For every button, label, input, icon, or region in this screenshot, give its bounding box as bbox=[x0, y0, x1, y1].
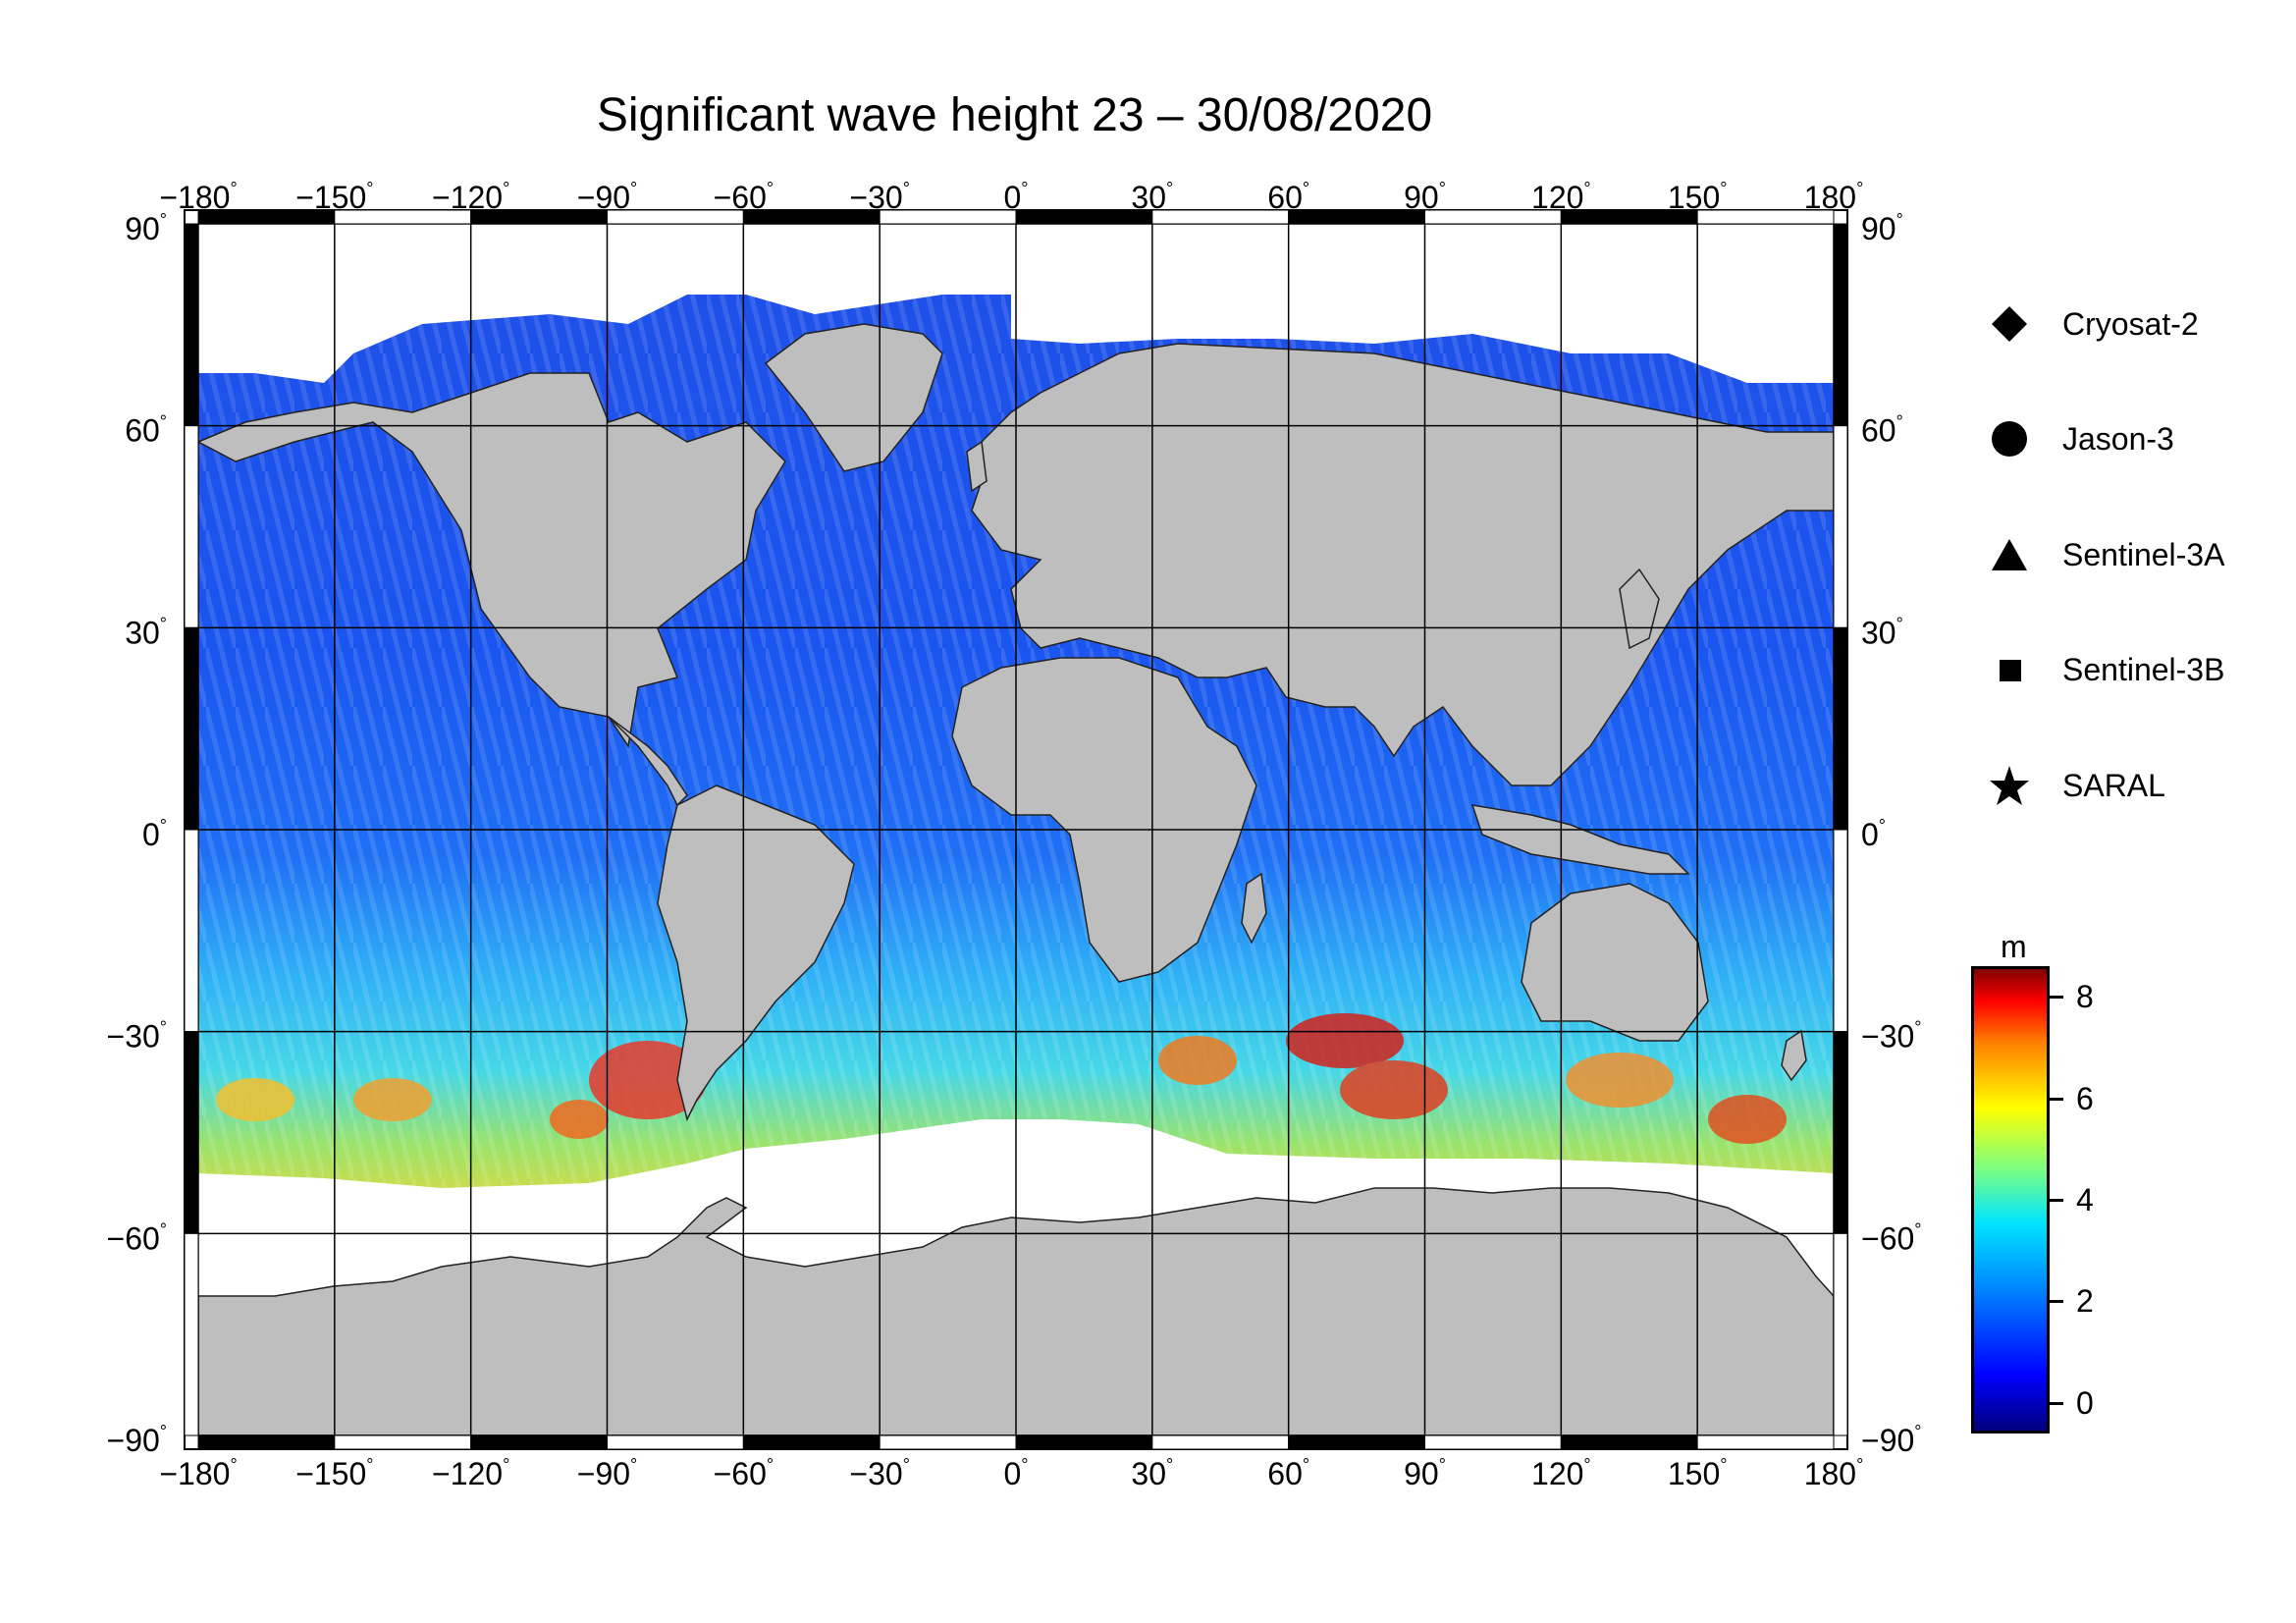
frame-segment bbox=[1696, 1434, 1835, 1450]
colorbar-tick-mark bbox=[2050, 996, 2063, 1000]
latitude-tick-label: 0° bbox=[142, 816, 167, 852]
longitude-tick-label: 0° bbox=[1004, 1455, 1029, 1491]
longitude-tick-label: 150° bbox=[1668, 179, 1728, 215]
longitude-tick-label: 30° bbox=[1131, 1455, 1173, 1491]
latitude-tick-label: −60° bbox=[1861, 1219, 1921, 1256]
longitude-tick-label: −120° bbox=[432, 179, 509, 215]
latitude-tick-label: −30° bbox=[107, 1018, 167, 1055]
longitude-tick-label: −90° bbox=[577, 1455, 637, 1491]
latitude-tick-label: 60° bbox=[1861, 412, 1903, 449]
frame-segment bbox=[1696, 209, 1835, 225]
frame-segment bbox=[1424, 1434, 1562, 1450]
triangle-icon bbox=[1988, 533, 2031, 576]
colorbar-tick-mark bbox=[2050, 1300, 2063, 1304]
colorbar-unit: m bbox=[2001, 929, 2027, 964]
frame-segment bbox=[197, 1434, 336, 1450]
longitude-labels-top: −180° −150° −120° −90° −60° −30° 0° 30° 60° 90° 12… bbox=[159, 179, 1863, 215]
legend-item-sentinel-3b: Sentinel-3B bbox=[1988, 640, 2224, 699]
colorbar-tick-label: 0 bbox=[2076, 1384, 2094, 1421]
frame-segment bbox=[184, 425, 199, 628]
frame-segment bbox=[1560, 1434, 1698, 1450]
latitude-tick-label: −90° bbox=[1861, 1422, 1921, 1458]
latitude-tick-label: 30° bbox=[1861, 614, 1903, 650]
colorbar-tick-label: 2 bbox=[2076, 1283, 2094, 1320]
longitude-tick-label: −90° bbox=[577, 179, 637, 215]
longitude-tick-label: 150° bbox=[1668, 1455, 1728, 1491]
latitude-tick-label: −30° bbox=[1861, 1018, 1921, 1055]
colorbar-tick-label: 4 bbox=[2076, 1182, 2094, 1217]
frame-segment bbox=[470, 1434, 608, 1450]
legend-label: Sentinel-3B bbox=[2062, 651, 2225, 687]
frame-segment bbox=[1833, 829, 1848, 1033]
frame-segment bbox=[184, 1031, 199, 1234]
longitude-tick-label: −150° bbox=[295, 1455, 373, 1491]
legend-item-saral: SARAL bbox=[1988, 756, 2165, 815]
square-icon bbox=[1988, 648, 2031, 691]
longitude-tick-label: −60° bbox=[714, 1455, 774, 1491]
longitude-tick-label: 120° bbox=[1531, 1455, 1591, 1491]
frame-segment bbox=[1833, 1031, 1848, 1234]
longitude-tick-label: 180° bbox=[1804, 1455, 1864, 1491]
frame-segment bbox=[184, 1232, 199, 1436]
latitude-labels-left: 90° 60° 30° 0° −30° −60° −90° bbox=[107, 210, 167, 1458]
frame-segment bbox=[1833, 425, 1848, 628]
latitude-tick-label: 90° bbox=[125, 210, 167, 246]
colorbar-tick-label: 6 bbox=[2076, 1080, 2094, 1116]
map-title: Significant wave height 23 – 30/08/2020 bbox=[596, 89, 1433, 141]
frame-segment bbox=[1288, 1434, 1425, 1450]
map-frame bbox=[184, 209, 1848, 1450]
legend-label: Cryosat-2 bbox=[2062, 305, 2199, 342]
longitude-tick-label: 60° bbox=[1267, 1455, 1309, 1491]
longitude-tick-label: −180° bbox=[159, 179, 237, 215]
diamond-icon bbox=[1988, 302, 2031, 346]
latitude-tick-label: 30° bbox=[125, 614, 167, 650]
longitude-tick-label: 90° bbox=[1404, 1455, 1446, 1491]
colorbar-tick-mark bbox=[2050, 1199, 2063, 1202]
legend-label: Jason-3 bbox=[2062, 420, 2174, 457]
longitude-tick-label: −30° bbox=[849, 1455, 909, 1491]
colorbar bbox=[1971, 966, 2050, 1434]
longitude-tick-label: −120° bbox=[432, 1455, 509, 1491]
latitude-tick-label: 0° bbox=[1861, 816, 1886, 852]
frame-segment bbox=[1833, 626, 1848, 831]
latitude-tick-label: −60° bbox=[107, 1219, 167, 1256]
frame-segment bbox=[742, 1434, 881, 1450]
latitude-tick-label: 60° bbox=[125, 412, 167, 449]
longitude-tick-label: −180° bbox=[159, 1455, 237, 1491]
legend-label: Sentinel-3A bbox=[2062, 536, 2225, 572]
colorbar-tick-label: 8 bbox=[2076, 979, 2094, 1015]
frame-segment bbox=[1015, 1434, 1153, 1450]
frame-segment bbox=[184, 626, 199, 831]
star-icon bbox=[1988, 764, 2031, 807]
legend-label: SARAL bbox=[2062, 767, 2165, 803]
legend-item-cryosat-2: Cryosat-2 bbox=[1988, 295, 2199, 353]
frame-segment bbox=[334, 1434, 472, 1450]
longitude-tick-label: 120° bbox=[1531, 179, 1591, 215]
latitude-tick-label: 90° bbox=[1861, 210, 1903, 246]
longitude-tick-label: −60° bbox=[714, 179, 774, 215]
longitude-tick-label: 180° bbox=[1804, 179, 1864, 215]
longitude-tick-label: −150° bbox=[295, 179, 373, 215]
frame-segment bbox=[184, 223, 199, 427]
latitude-tick-label: −90° bbox=[107, 1422, 167, 1458]
legend-item-jason-3: Jason-3 bbox=[1988, 409, 2174, 468]
frame-segment bbox=[879, 1434, 1017, 1450]
circle-icon bbox=[1988, 417, 2031, 460]
frame-segment bbox=[1833, 1232, 1848, 1436]
colorbar-tick-mark bbox=[2050, 1097, 2063, 1101]
high-wave-patches bbox=[216, 1013, 1787, 1144]
latitude-labels-right: 90° 60° 30° 0° −30° −60° −90° bbox=[1861, 210, 1921, 1458]
longitude-tick-label: −30° bbox=[849, 179, 909, 215]
frame-segment bbox=[607, 1434, 744, 1450]
colorbar-tick-mark bbox=[2050, 1401, 2063, 1405]
legend-item-sentinel-3a: Sentinel-3A bbox=[1988, 525, 2224, 584]
frame-segment bbox=[184, 829, 199, 1033]
longitude-labels-bottom: −180° −150° −120° −90° −60° −30° 0° 30° 60° 90° 12… bbox=[159, 1455, 1863, 1491]
frame-segment bbox=[1151, 1434, 1290, 1450]
frame-segment bbox=[1833, 223, 1848, 427]
